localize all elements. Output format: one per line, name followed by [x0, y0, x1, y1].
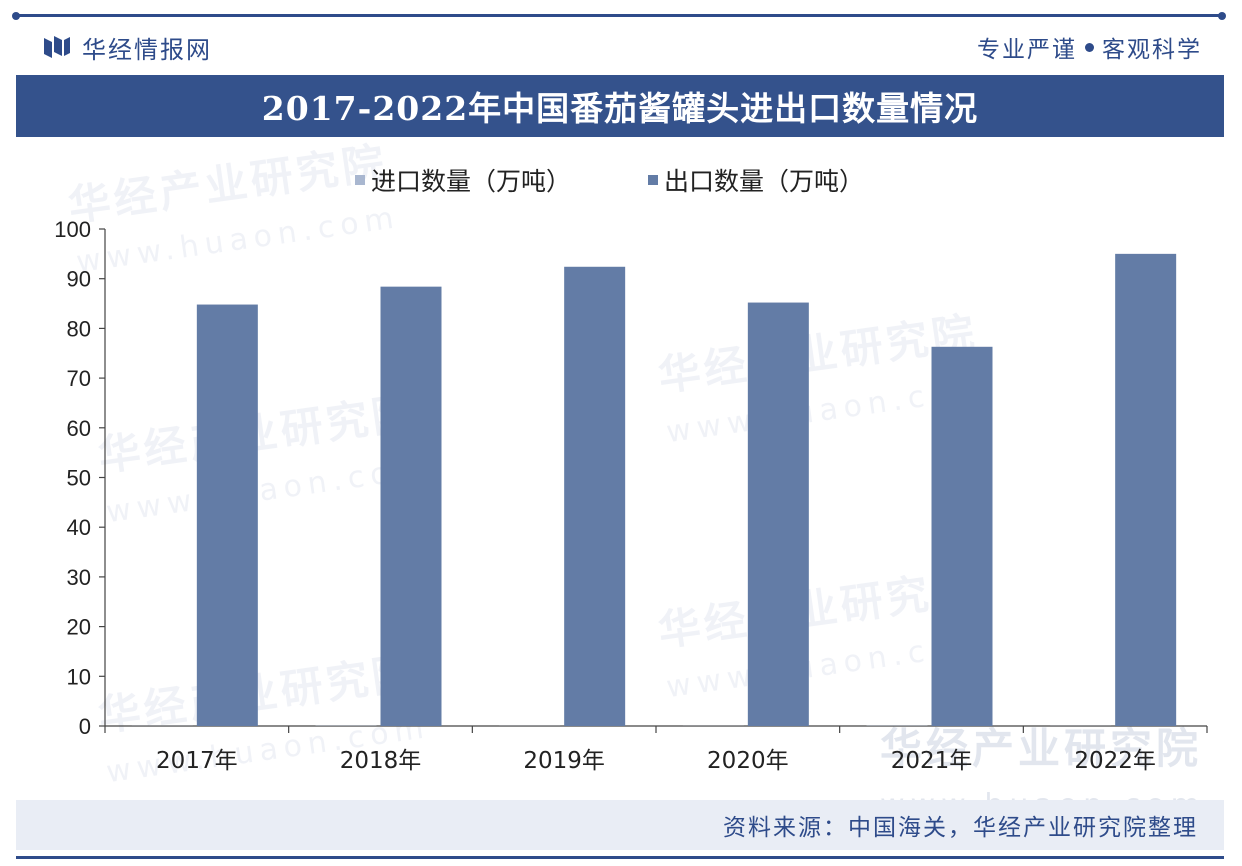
bar-export — [196, 304, 258, 726]
slogan-dot-icon — [1085, 42, 1094, 52]
slogan: 专业严谨 客观科学 — [977, 30, 1202, 64]
y-tick-label: 40 — [67, 515, 91, 540]
y-tick-label: 0 — [79, 714, 91, 739]
brand-name: 华经情报网 — [82, 35, 212, 64]
x-tick-label: 2018年 — [340, 748, 422, 774]
y-tick-label: 10 — [67, 664, 91, 689]
legend-label-import: 进口数量（万吨） — [371, 167, 572, 196]
y-tick-label: 60 — [67, 416, 91, 441]
legend-swatch-import — [355, 175, 365, 185]
slogan-left: 专业严谨 — [977, 37, 1077, 63]
y-tick-label: 70 — [67, 366, 91, 391]
x-tick-label: 2022年 — [1074, 748, 1156, 774]
chart-title: 2017-2022年中国番茄酱罐头进出口数量情况 — [261, 89, 979, 128]
x-tick-label: 2017年 — [156, 748, 238, 774]
legend: 进口数量（万吨） 出口数量（万吨） — [0, 160, 1242, 200]
x-tick-label: 2021年 — [891, 748, 973, 774]
bar-export — [1115, 253, 1177, 726]
x-tick-label: 2019年 — [523, 748, 605, 774]
brand: 华经情报网 — [44, 30, 212, 64]
legend-item-import: 进口数量（万吨） — [355, 160, 571, 200]
y-tick-label: 80 — [67, 316, 91, 341]
y-tick-label: 30 — [67, 565, 91, 590]
title-bar: 2017-2022年中国番茄酱罐头进出口数量情况 — [16, 75, 1224, 137]
footer: 资料来源：中国海关，华经产业研究院整理 — [16, 800, 1224, 850]
y-tick-label: 90 — [67, 267, 91, 292]
y-tick-label: 20 — [67, 615, 91, 640]
top-line — [16, 14, 1224, 17]
bottom-line — [16, 856, 1224, 859]
slogan-right: 客观科学 — [1102, 37, 1202, 63]
bar-export — [931, 346, 993, 726]
bar-export — [564, 266, 626, 726]
y-tick-label: 100 — [54, 217, 91, 242]
brand-logo-icon — [44, 36, 70, 58]
legend-swatch-export — [648, 175, 658, 185]
source-note: 资料来源：中国海关，华经产业研究院整理 — [723, 815, 1198, 841]
y-tick-label: 50 — [67, 466, 91, 491]
legend-label-export: 出口数量（万吨） — [664, 167, 865, 196]
x-tick-label: 2020年 — [707, 748, 789, 774]
top-line-right-cap — [1218, 12, 1226, 20]
bar-export — [380, 286, 442, 726]
bar-export — [747, 302, 809, 726]
legend-item-export: 出口数量（万吨） — [648, 160, 864, 200]
